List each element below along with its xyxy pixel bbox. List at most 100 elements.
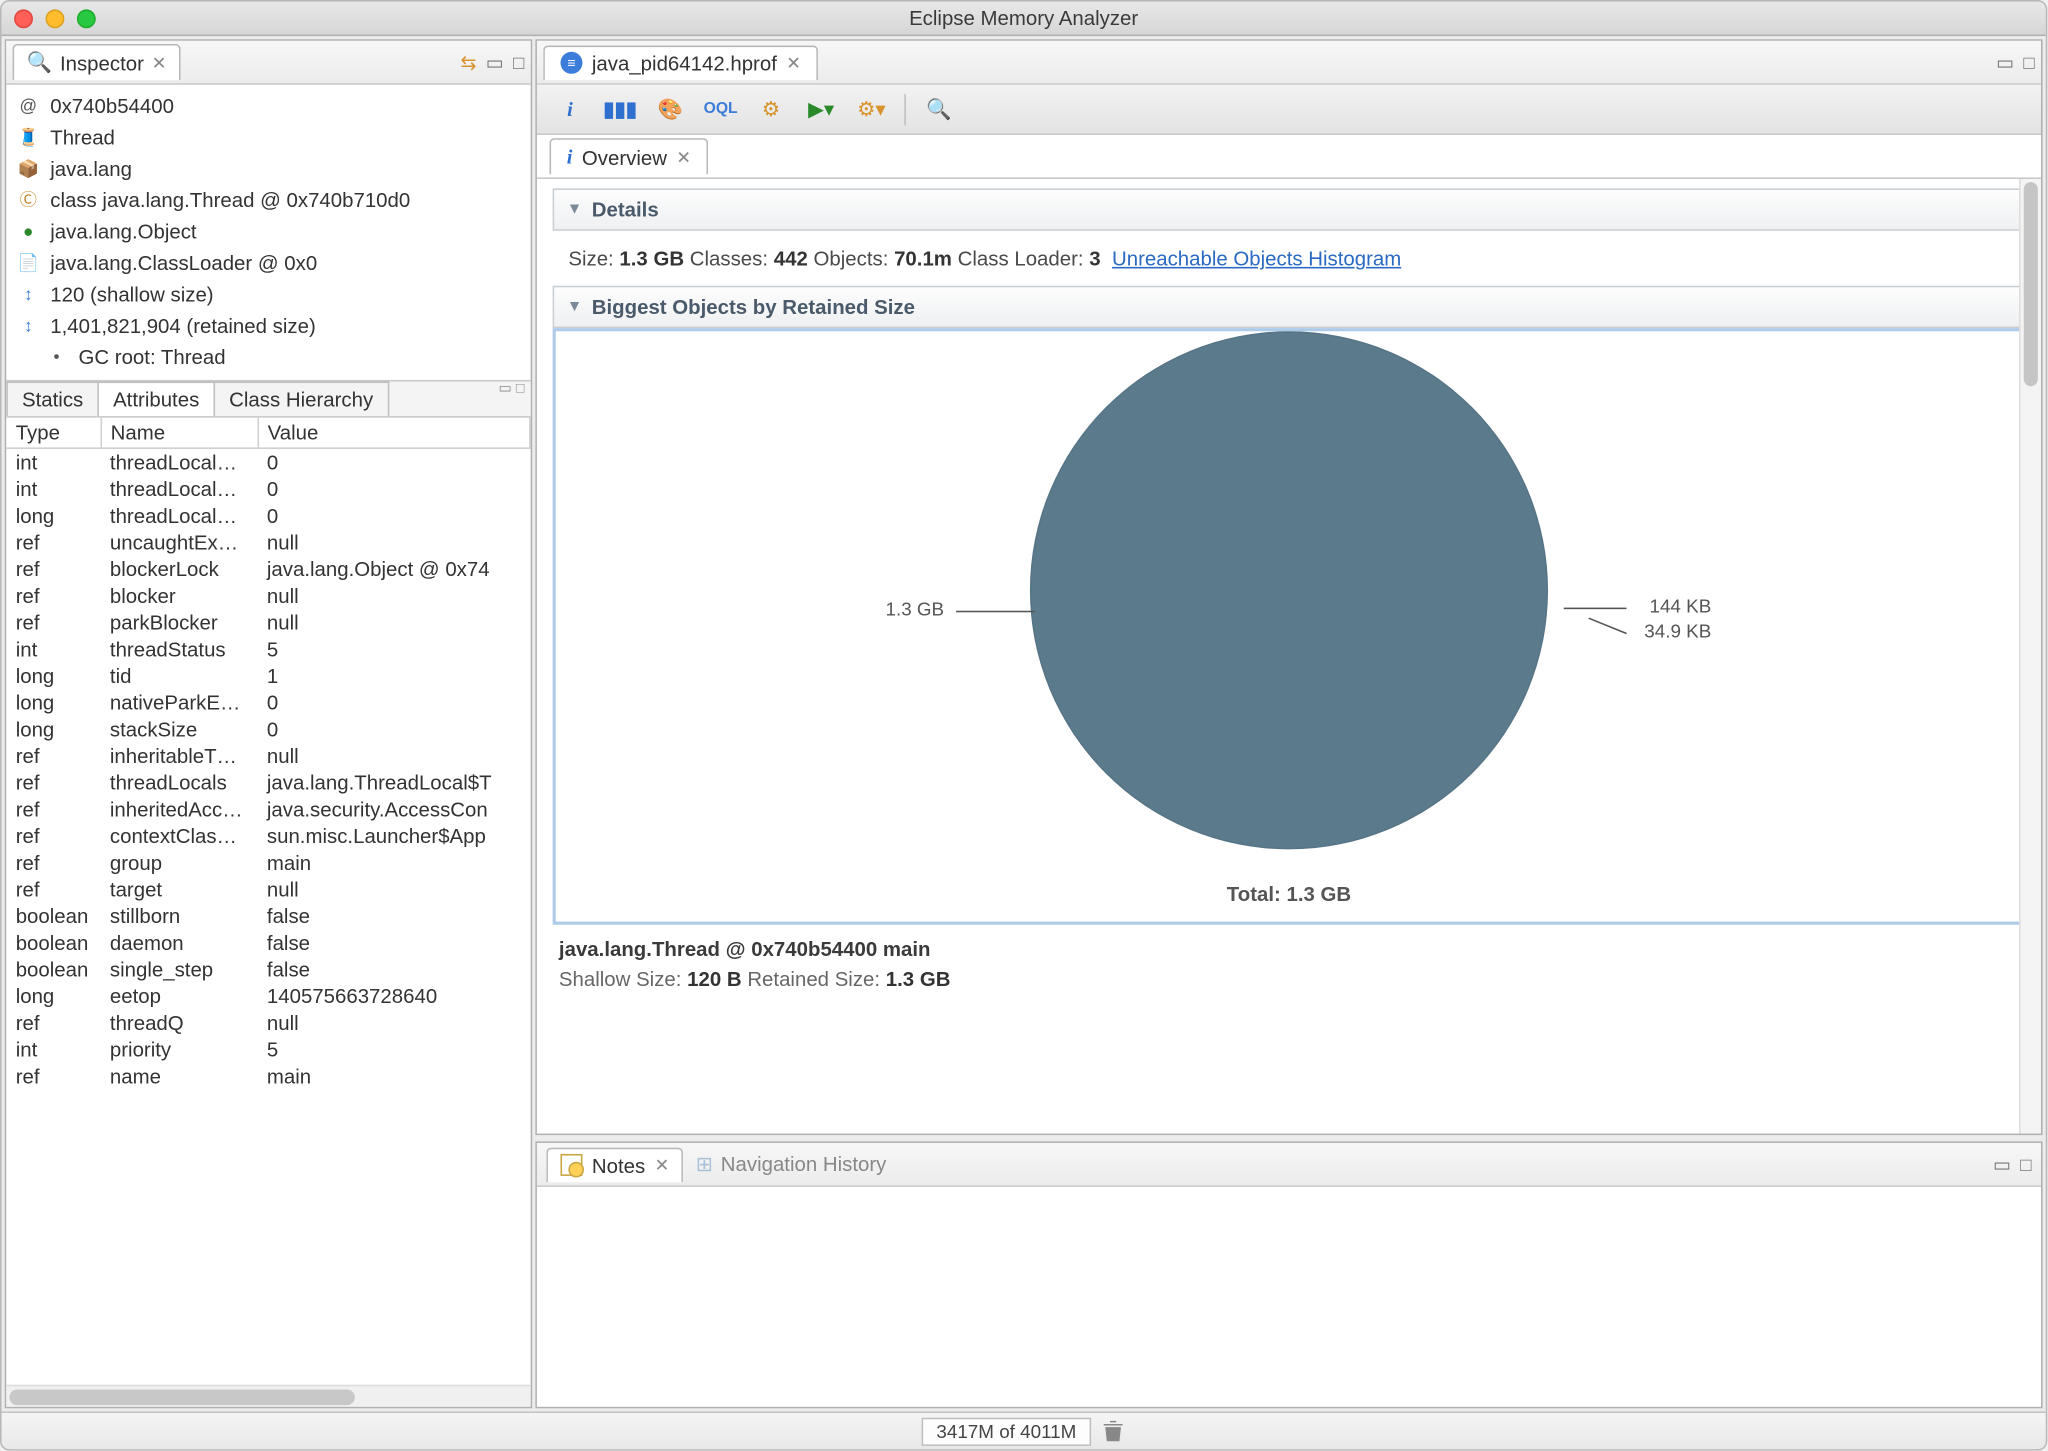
tree-row[interactable]: •GC root: Thread	[16, 342, 522, 373]
close-editor-icon[interactable]: ✕	[786, 53, 800, 73]
overview-tab-label: Overview	[582, 145, 667, 169]
col-value[interactable]: Value	[257, 418, 529, 449]
tree-row[interactable]: 📦java.lang	[16, 154, 522, 185]
table-row[interactable]: refthreadLocalsjava.lang.ThreadLocal$T	[6, 769, 530, 796]
table-row[interactable]: longnativeParkE…0	[6, 689, 530, 716]
maximize-icon[interactable]	[77, 9, 96, 28]
classes-label: Classes:	[690, 246, 768, 270]
table-row[interactable]: intthreadLocal…0	[6, 476, 530, 503]
gc-icon[interactable]	[1100, 1418, 1125, 1443]
dominator-tree-icon[interactable]: 🎨	[653, 92, 688, 127]
editor-tab[interactable]: ≡ java_pid64142.hprof ✕	[543, 45, 818, 80]
table-row[interactable]: intthreadLocal…0	[6, 448, 530, 475]
classloader-value: 3	[1089, 246, 1100, 270]
cell: inheritedAcc…	[100, 796, 257, 823]
biggest-header[interactable]: ▼ Biggest Objects by Retained Size	[553, 286, 2026, 328]
table-row[interactable]: refinheritableT…null	[6, 743, 530, 770]
table-row[interactable]: refblockernull	[6, 582, 530, 609]
tab-attributes[interactable]: Attributes	[97, 382, 215, 417]
table-row[interactable]: refblockerLockjava.lang.Object @ 0x74	[6, 556, 530, 583]
tree-row[interactable]: 🧵Thread	[16, 122, 522, 153]
table-row[interactable]: longeetop140575663728640	[6, 983, 530, 1010]
tab-statics[interactable]: Statics	[6, 382, 99, 417]
maximize-view-icon[interactable]: □	[513, 51, 524, 73]
notes-icon	[560, 1154, 582, 1176]
maximize-editor-icon[interactable]: □	[2023, 51, 2034, 73]
maximize-bottom-icon[interactable]: □	[2020, 1153, 2031, 1175]
table-row[interactable]: intthreadStatus5	[6, 636, 530, 663]
minimize-view-icon[interactable]: ▭	[486, 51, 504, 73]
minimize-icon[interactable]	[46, 9, 65, 28]
close-tab-icon[interactable]: ✕	[152, 53, 166, 73]
cell: main	[257, 1063, 529, 1090]
table-row[interactable]: refparkBlockernull	[6, 609, 530, 636]
tree-label: Thread	[50, 122, 115, 153]
nav-history-tab[interactable]: ⊞ Navigation History	[696, 1152, 887, 1177]
h-scrollbar[interactable]	[6, 1385, 530, 1407]
bottom-pane: Notes ✕ ⊞ Navigation History ▭ □	[535, 1141, 2042, 1408]
table-row[interactable]: reftargetnull	[6, 876, 530, 903]
table-row[interactable]: longstackSize0	[6, 716, 530, 743]
tab-class-hierarchy[interactable]: Class Hierarchy	[213, 382, 388, 417]
obj-icon: ●	[16, 220, 41, 245]
table-row[interactable]: refcontextClas…sun.misc.Launcher$App	[6, 823, 530, 850]
histogram-icon[interactable]: ▮▮▮	[603, 92, 638, 127]
table-row[interactable]: refgroupmain	[6, 849, 530, 876]
twistie-icon[interactable]: ▼	[567, 201, 583, 218]
table-row[interactable]: longtid1	[6, 663, 530, 690]
cell: 0	[257, 689, 529, 716]
cell: ref	[6, 582, 100, 609]
search-icon[interactable]: 🔍	[922, 92, 957, 127]
tree-row[interactable]: ●java.lang.Object	[16, 217, 522, 248]
minimize-bottom-icon[interactable]: ▭	[1993, 1153, 2011, 1175]
run-report-icon[interactable]: ▶▾	[804, 92, 839, 127]
cell: null	[257, 609, 529, 636]
tree-label: GC root: Thread	[79, 342, 226, 373]
v-scrollbar[interactable]	[2019, 179, 2041, 1134]
tree-row[interactable]: ↕120 (shallow size)	[16, 279, 522, 310]
table-row[interactable]: booleanstillbornfalse	[6, 903, 530, 930]
table-row[interactable]: refthreadQnull	[6, 1010, 530, 1037]
inspector-subtabs: Statics Attributes Class Hierarchy ▭ □	[6, 380, 530, 418]
cell: false	[257, 956, 529, 983]
table-row[interactable]: refuncaughtEx…null	[6, 529, 530, 556]
col-name[interactable]: Name	[100, 418, 257, 449]
inspector-tab[interactable]: 🔍 Inspector ✕	[13, 44, 181, 80]
tree-row[interactable]: @0x740b54400	[16, 91, 522, 122]
table-row[interactable]: refnamemain	[6, 1063, 530, 1090]
close-notes-icon[interactable]: ✕	[655, 1155, 669, 1175]
heap-status[interactable]: 3417M of 4011M	[922, 1417, 1090, 1445]
tree-row[interactable]: Ⓒclass java.lang.Thread @ 0x740b710d0	[16, 185, 522, 216]
pie-chart[interactable]: 1.3 GB 144 KB 34.9 KB Total: 1.3 GB	[553, 328, 2026, 925]
cell: 5	[257, 1036, 529, 1063]
minimize-editor-icon[interactable]: ▭	[1996, 51, 2014, 73]
link-editor-icon[interactable]: ⇆	[461, 51, 477, 73]
col-type[interactable]: Type	[6, 418, 100, 449]
overview-icon[interactable]: i	[553, 92, 588, 127]
tree-row[interactable]: 📄java.lang.ClassLoader @ 0x0	[16, 248, 522, 279]
oql-icon[interactable]: OQL	[703, 92, 738, 127]
query-browser-icon[interactable]: ⚙▾	[854, 92, 889, 127]
tree-label: 0x740b54400	[50, 91, 174, 122]
close-overview-icon[interactable]: ✕	[676, 147, 690, 167]
overview-tab[interactable]: i Overview ✕	[550, 138, 709, 174]
notes-editor[interactable]	[537, 1187, 2041, 1407]
table-row[interactable]: booleansingle_stepfalse	[6, 956, 530, 983]
table-row[interactable]: intpriority5	[6, 1036, 530, 1063]
thread-icon[interactable]: ⚙	[754, 92, 789, 127]
selected-object: java.lang.Thread @ 0x740b54400 main	[553, 934, 2026, 964]
subtab-controls[interactable]: ▭ □	[499, 380, 525, 397]
cell: 0	[257, 502, 529, 529]
tree-row[interactable]: ↕1,401,821,904 (retained size)	[16, 311, 522, 342]
table-row[interactable]: refinheritedAcc…java.security.AccessCon	[6, 796, 530, 823]
unreachable-link[interactable]: Unreachable Objects Histogram	[1112, 246, 1401, 270]
notes-tab[interactable]: Notes ✕	[546, 1147, 683, 1182]
twistie-icon[interactable]: ▼	[567, 298, 583, 315]
table-row[interactable]: booleandaemonfalse	[6, 929, 530, 956]
table-row[interactable]: longthreadLocal…0	[6, 502, 530, 529]
statusbar: 3417M of 4011M	[2, 1411, 2046, 1449]
close-icon[interactable]	[14, 9, 33, 28]
cell: java.security.AccessCon	[257, 796, 529, 823]
details-header[interactable]: ▼ Details	[553, 188, 2026, 230]
inspector-tab-label: Inspector	[60, 51, 144, 75]
